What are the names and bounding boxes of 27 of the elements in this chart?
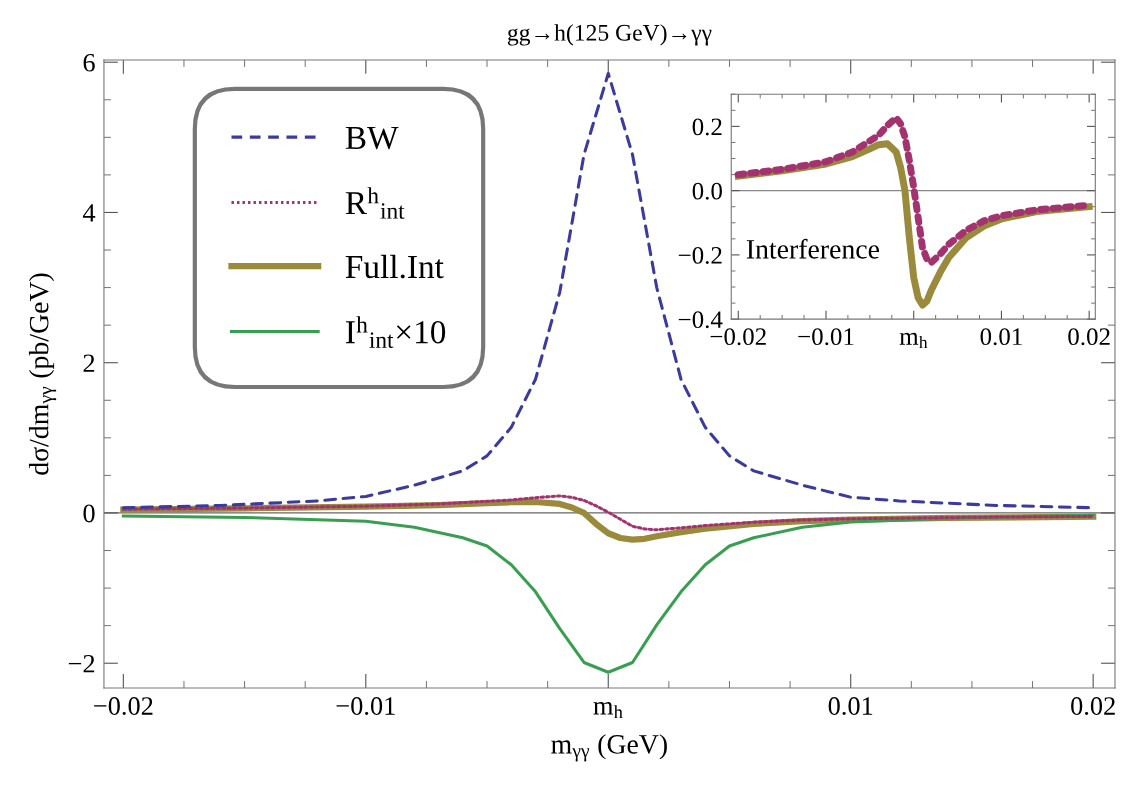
y-tick-label: −2 <box>68 654 95 673</box>
y-tick-label: 4 <box>82 204 96 222</box>
chart-title: gg→h(125 GeV)→γγ <box>507 24 712 46</box>
y-tick-label: 0 <box>83 504 95 523</box>
x-tick-label: 0.01 <box>980 328 1022 346</box>
legend-label: Full.Int <box>345 254 444 279</box>
x-tick-label: m$_{h}$ <box>593 701 623 719</box>
legend-label: BW <box>345 126 399 150</box>
y-tick-label: 2 <box>83 354 95 372</box>
x-tick-label: −0.01 <box>336 697 395 716</box>
x-tick-label: −0.01 <box>798 328 854 346</box>
y-tick-label: −0.4 <box>678 311 723 329</box>
x-tick-label: −0.02 <box>94 697 153 716</box>
x-tick-label: 0.02 <box>1071 697 1115 716</box>
y-tick-label: 6 <box>83 53 95 72</box>
x-axis-title: m$_{γγ}$ (GeV) <box>551 734 667 762</box>
legend-label: R$^{h}$$_{int}$ <box>345 187 405 219</box>
x-tick-label: 0.01 <box>828 697 873 716</box>
x-tick-label: m$_{h}$ <box>899 332 928 349</box>
legend-label: I$^{h}$$_{int}$×10 <box>346 316 446 348</box>
x-tick-label: −0.02 <box>710 328 766 346</box>
y-axis-title: dσ/dm$_{γγ}$ (pb/GeV) <box>28 273 57 475</box>
y-tick-label: −0.2 <box>678 246 722 264</box>
y-tick-label: 0.2 <box>692 118 722 136</box>
annotation: Interference <box>746 238 879 259</box>
x-tick-label: 0.02 <box>1068 328 1110 346</box>
y-tick-label: 0.0 <box>692 182 722 200</box>
